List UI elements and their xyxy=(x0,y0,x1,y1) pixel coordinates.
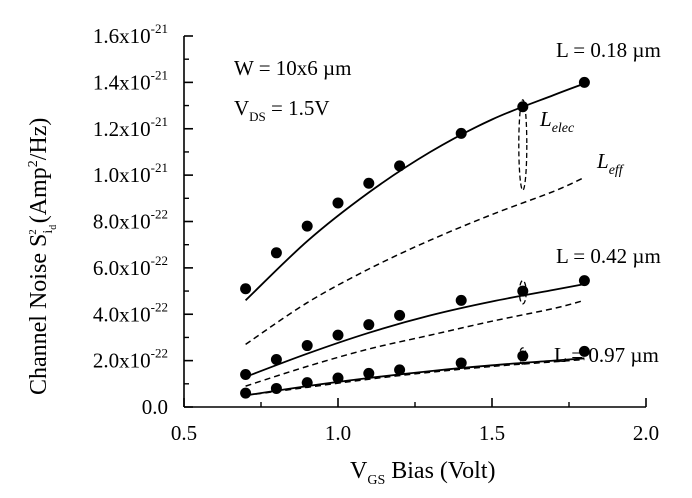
measured-point xyxy=(363,319,375,331)
measured-point xyxy=(301,377,313,389)
curves xyxy=(244,82,585,397)
measured-point xyxy=(517,285,529,297)
l-eff-curve xyxy=(245,299,585,387)
measured-point xyxy=(332,329,344,341)
measured-point xyxy=(394,309,406,321)
measured-point xyxy=(332,372,344,384)
y-tick-label: 2.0x10-22 xyxy=(93,346,168,373)
y-ticks: 0.0 2.0x10-22 4.0x10-22 6.0x10-22 8.0x10-22 1… xyxy=(93,21,193,419)
measured-points xyxy=(240,76,590,399)
measured-point xyxy=(240,387,252,399)
y-tick-label: 8.0x10-22 xyxy=(93,207,168,234)
label-lelec: Lelec xyxy=(539,107,575,136)
width-annotation: W = 10x6 µm xyxy=(234,56,351,80)
y-tick-label: 1.6x10-21 xyxy=(93,21,168,48)
y-tick-label: 1.4x10-21 xyxy=(93,67,168,94)
y-axis-title: Channel Noise Sid2 (Amp2/Hz) xyxy=(26,118,59,395)
measured-point xyxy=(240,369,252,381)
measured-point xyxy=(578,275,590,287)
x-axis-title: VGS Bias (Volt) xyxy=(350,458,495,488)
measured-point xyxy=(394,160,406,172)
measured-point xyxy=(517,350,529,362)
measured-point xyxy=(455,294,467,306)
l-eff-curve xyxy=(245,358,585,397)
label-l097: L = 0.97 µm xyxy=(554,343,659,367)
y-tick-label: 0.0 xyxy=(142,395,168,419)
l-elec-curve xyxy=(244,82,585,301)
measured-point xyxy=(363,177,375,189)
ellipses xyxy=(518,99,528,365)
measured-point xyxy=(517,101,529,113)
measured-point xyxy=(332,197,344,209)
measured-point xyxy=(270,382,282,394)
measured-point xyxy=(240,283,252,295)
y-tick-label: 1.2x10-21 xyxy=(93,114,168,141)
measured-point xyxy=(578,345,590,357)
l-elec-curve xyxy=(245,357,585,397)
measured-point xyxy=(394,364,406,376)
measured-point xyxy=(455,357,467,369)
measured-point xyxy=(363,367,375,379)
measured-point xyxy=(455,127,467,139)
label-leff: Leff xyxy=(596,149,625,178)
y-tick-label: 1.0x10-21 xyxy=(93,160,168,187)
measured-point xyxy=(301,220,313,232)
label-l018: L = 0.18 µm xyxy=(556,38,661,62)
highlight-ellipse xyxy=(518,99,528,191)
x-tick-label: 0.5 xyxy=(171,421,197,445)
measured-point xyxy=(578,76,590,88)
measured-point xyxy=(270,247,282,259)
vds-annotation: VDS = 1.5V xyxy=(234,96,330,124)
x-ticks: 0.5 1.0 1.5 2.0 xyxy=(171,398,659,445)
l-eff-curve xyxy=(245,176,585,346)
y-tick-label: 4.0x10-22 xyxy=(93,299,168,326)
label-l042: L = 0.42 µm xyxy=(556,244,661,268)
l-elec-curve xyxy=(245,283,585,378)
x-tick-label: 2.0 xyxy=(633,421,659,445)
x-tick-label: 1.0 xyxy=(325,421,351,445)
y-tick-label: 6.0x10-22 xyxy=(93,253,168,280)
x-tick-label: 1.5 xyxy=(479,421,505,445)
measured-point xyxy=(270,353,282,365)
measured-point xyxy=(301,340,313,352)
